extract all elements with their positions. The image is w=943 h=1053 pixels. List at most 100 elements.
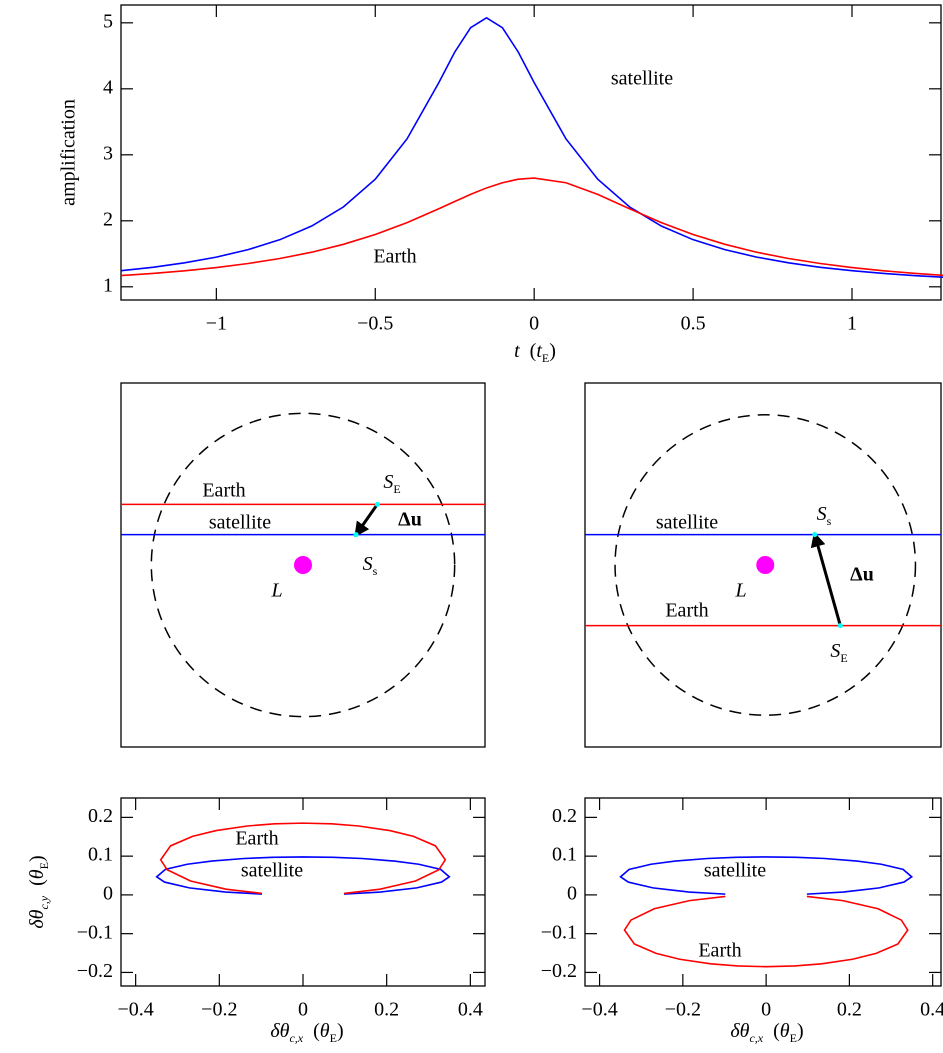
series-label: Earth: [235, 828, 278, 850]
y-tick-label: 0: [103, 883, 113, 905]
x-axis-label: δθc,x (θE): [730, 1020, 803, 1045]
x-tick-label: 0: [298, 999, 308, 1021]
x-tick-label: 0: [761, 999, 771, 1021]
x-tick-label: 0.4: [920, 999, 943, 1021]
lens: [294, 556, 312, 574]
label-part: (: [303, 1020, 320, 1042]
series-label: satellite: [611, 68, 673, 90]
label-part: ): [337, 1020, 344, 1042]
x-axis-label: δθc,x (θE): [270, 1020, 343, 1045]
delta-u-arrow: [354, 503, 379, 538]
label-part: θ: [26, 869, 48, 879]
x-tick-label: 0.2: [837, 999, 862, 1021]
series-label: satellite: [704, 860, 766, 882]
source: [837, 623, 843, 629]
x-tick-label: 0.2: [374, 999, 399, 1021]
delta-u-arrow: [810, 531, 842, 627]
x-tick-label: −0.2: [665, 999, 701, 1021]
label-part: δθ: [26, 909, 48, 928]
y-tick-label: −0.1: [541, 921, 577, 943]
x-tick-label: −0.5: [357, 313, 393, 335]
y-tick-label: 0.2: [552, 805, 577, 827]
y-tick-label: 0.1: [552, 844, 577, 866]
arrow-label: Δu: [850, 564, 874, 586]
label-part: ): [549, 340, 556, 362]
trajectory-label: satellite: [656, 512, 718, 534]
series-line: [120, 16, 943, 278]
series-line: [159, 822, 447, 895]
y-tick-label: −0.1: [77, 921, 113, 943]
x-tick-label: −0.4: [118, 999, 154, 1021]
x-tick-label: 0: [529, 313, 539, 335]
y-tick-label: 5: [103, 10, 113, 32]
lens-label: L: [734, 580, 746, 602]
series-label: satellite: [241, 860, 303, 882]
y-tick-label: 0.1: [88, 844, 113, 866]
y-tick-label: −0.2: [541, 960, 577, 982]
label-part: E: [393, 482, 400, 496]
label-part: θ: [320, 1020, 330, 1042]
label-part: (: [520, 340, 537, 362]
label-part: δθ: [730, 1020, 749, 1042]
series-line: [155, 856, 451, 895]
source: [812, 532, 818, 538]
series-label: Earth: [698, 940, 741, 962]
einstein-ring: [150, 412, 456, 718]
lens: [756, 556, 775, 574]
label-part: (: [26, 879, 48, 896]
y-axis-label: δθc,y (θE): [26, 855, 51, 928]
label-part: c,x: [289, 1031, 303, 1045]
y-tick-label: 2: [103, 208, 113, 230]
panel-frame: [120, 382, 486, 748]
source-label: Ss: [363, 553, 378, 578]
label-part: E: [330, 1031, 337, 1045]
x-tick-label: −0.4: [581, 999, 617, 1021]
label-part: c,x: [749, 1031, 763, 1045]
label-part: s: [373, 564, 378, 578]
trajectory-label: Earth: [202, 480, 245, 502]
y-tick-label: 0: [567, 883, 577, 905]
y-tick-label: 3: [103, 142, 113, 164]
x-axis-label: t (tE): [514, 340, 556, 365]
label-part: S: [363, 553, 373, 575]
y-axis-label: amplification: [58, 99, 80, 206]
trajectory-label: Earth: [665, 600, 708, 622]
label-part: E: [37, 862, 51, 869]
arrow-label: Δu: [398, 509, 422, 531]
label-part: E: [790, 1031, 797, 1045]
trajectory-label: satellite: [209, 512, 271, 534]
label-part: S: [830, 640, 840, 662]
label-part: ): [797, 1020, 804, 1042]
x-tick-label: −1: [206, 313, 227, 335]
label-part: δθ: [270, 1020, 289, 1042]
plot-frame: [120, 797, 486, 987]
y-tick-label: −0.2: [77, 960, 113, 982]
y-tick-label: 1: [103, 274, 113, 296]
x-tick-label: 0.4: [458, 999, 483, 1021]
label-part: E: [542, 351, 549, 365]
panel-frame: [584, 382, 942, 748]
series-line: [623, 895, 909, 968]
label-part: t: [536, 340, 542, 362]
plot-frame: [584, 797, 942, 987]
label-part: E: [840, 651, 847, 665]
label-part: S: [383, 471, 393, 493]
label-part: c,y: [37, 895, 51, 909]
x-tick-label: −0.2: [201, 999, 237, 1021]
label-part: t: [514, 340, 520, 362]
x-tick-label: 0.5: [681, 313, 706, 335]
label-part: θ: [780, 1020, 790, 1042]
label-part: S: [817, 503, 827, 525]
source-label: SE: [383, 471, 400, 496]
source: [353, 532, 359, 538]
label-part: s: [827, 514, 832, 528]
y-tick-label: 0.2: [88, 805, 113, 827]
series-label: Earth: [373, 246, 416, 268]
series-line: [120, 177, 943, 277]
source-label: Ss: [817, 503, 832, 528]
x-tick-label: 1: [847, 313, 857, 335]
lens-label: L: [270, 580, 282, 602]
source: [374, 501, 380, 507]
label-part: (: [763, 1020, 780, 1042]
